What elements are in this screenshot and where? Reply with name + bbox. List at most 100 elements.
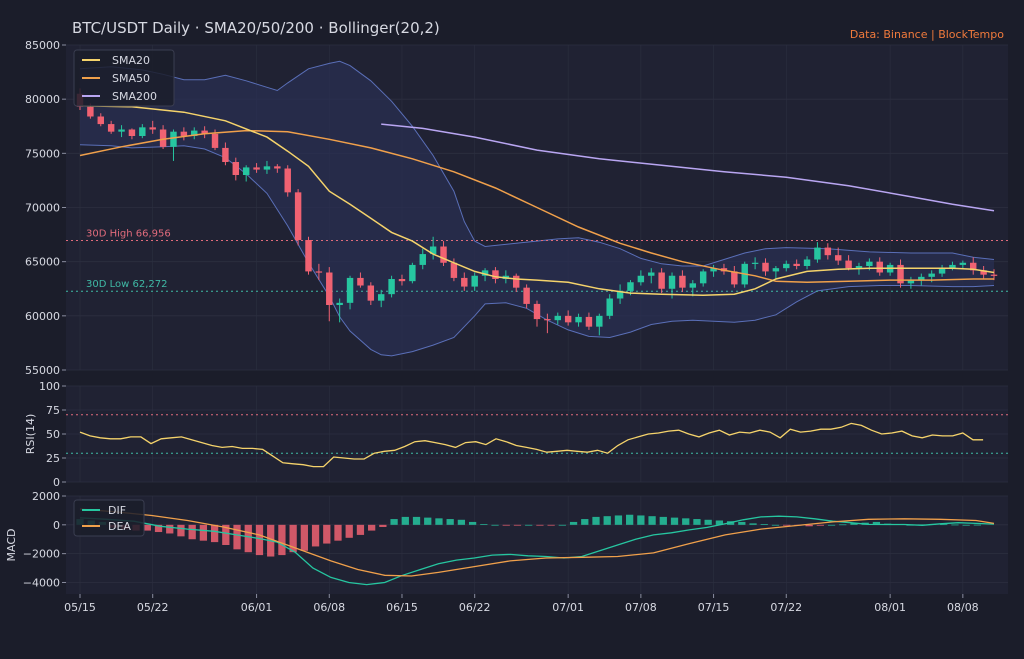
x-tick-label: 07/22 — [770, 601, 802, 614]
macd-hist-bar — [760, 524, 768, 525]
candle-body — [419, 254, 426, 265]
candle-body — [336, 302, 343, 305]
candle-body — [107, 124, 115, 132]
sma50-line — [79, 129, 994, 284]
macd-hist-bar — [581, 519, 589, 525]
candle-body — [253, 167, 260, 170]
macd-hist-bar — [334, 524, 342, 541]
macd-hist-bar — [233, 524, 241, 550]
candle-body — [149, 127, 156, 130]
macd-hist-bar — [446, 519, 454, 525]
candle-body — [222, 147, 229, 162]
candle-body — [658, 272, 665, 289]
candle-body — [731, 271, 738, 285]
x-tick-label: 06/15 — [386, 601, 418, 614]
candle-body — [398, 279, 406, 282]
candle-body — [980, 270, 987, 275]
candle-body — [97, 116, 104, 125]
candle-body — [274, 166, 281, 169]
macd-hist-bar — [278, 524, 286, 556]
macd-hist-bar — [648, 516, 656, 525]
macd-hist-bar — [154, 524, 163, 533]
candle-body — [596, 315, 603, 327]
macd-hist-bar — [603, 516, 611, 525]
macd-hist-bar — [951, 524, 959, 526]
candle-body — [990, 274, 998, 276]
macd-hist-bar — [973, 524, 982, 526]
candle-body — [357, 277, 364, 286]
macd-hist-bar — [670, 517, 679, 525]
macd-hist-bar — [222, 524, 230, 545]
macd-hist-bar — [738, 521, 746, 525]
candle-body — [949, 264, 956, 269]
candle-body — [772, 268, 780, 272]
candle-body — [377, 294, 385, 301]
price-tick-label: 85000 — [25, 39, 60, 52]
macd-hist-bar — [614, 515, 623, 525]
sma200-line — [381, 123, 995, 212]
macd-hist-bar — [962, 524, 970, 526]
macd-hist-bar — [468, 521, 477, 525]
macd-hist-bar — [166, 524, 174, 534]
candle-body — [305, 240, 312, 272]
x-tick-label: 05/15 — [64, 601, 96, 614]
candle-body — [294, 192, 302, 240]
candle-body — [409, 264, 416, 282]
macd-hist-bar — [940, 524, 948, 526]
candle-body — [627, 282, 634, 291]
macd-hist-bar — [525, 524, 533, 526]
price-tick-label: 65000 — [25, 256, 60, 269]
macd-hist-bar — [502, 524, 510, 526]
candle-body — [710, 268, 717, 272]
macd-hist-bar — [693, 519, 701, 525]
candle-body — [648, 272, 655, 276]
macd-hist-bar — [783, 524, 791, 526]
macd-hist-bar — [424, 517, 432, 525]
macd-hist-bar — [491, 524, 499, 526]
candle-body — [564, 315, 572, 323]
macd-hist-bar — [368, 524, 376, 531]
macd-hist-bar — [289, 524, 297, 553]
macd-dea-line — [79, 508, 995, 577]
x-tick-label: 07/15 — [698, 601, 730, 614]
candle-body — [544, 319, 551, 321]
candle-body — [554, 315, 561, 321]
candle-body — [346, 277, 354, 303]
macd-hist-bar — [659, 516, 667, 525]
candle-body — [814, 247, 821, 260]
macd-hist-bar — [715, 520, 724, 525]
rsi-tick-label: 50 — [46, 428, 60, 441]
price-legend: SMA20 SMA50 SMA200 — [73, 49, 175, 107]
macd-tick-label: −4000 — [23, 576, 60, 589]
candle-body — [866, 261, 873, 266]
macd-hist-bar — [682, 518, 690, 525]
macd-hist-bar — [356, 524, 365, 535]
candle-body — [533, 303, 541, 320]
candle-body — [232, 162, 240, 175]
candle-body — [388, 279, 395, 295]
price-tick-label: 55000 — [25, 364, 60, 377]
candle-body — [938, 268, 946, 274]
chart-title: BTC/USDT Daily · SMA20/50/200 · Bollinge… — [72, 19, 440, 37]
macd-hist-bar — [412, 516, 421, 525]
macd-hist-bar — [536, 524, 544, 526]
x-axis: 05/15 05/22 06/01 06/08 06/15 06/22 07/01 07/08… — [64, 594, 979, 614]
price-tick-label: 75000 — [25, 147, 60, 160]
macd-hist-bar — [480, 524, 488, 525]
candle-body — [679, 275, 686, 288]
macd-hist-bar — [637, 515, 645, 525]
macd-hist-bar — [872, 521, 881, 525]
macd-hist-bar — [827, 524, 836, 526]
candle-body — [606, 298, 613, 316]
macd-hist-bar — [311, 524, 320, 547]
candle-body — [845, 260, 852, 269]
candle-body — [440, 246, 447, 263]
price-tick-label: 60000 — [25, 310, 60, 323]
candle-body — [128, 129, 136, 136]
candle-body — [970, 262, 977, 271]
candle-body — [461, 277, 468, 287]
candle-body — [751, 262, 759, 264]
rsi-axis-label: RSI(14) — [24, 414, 37, 454]
30d-low-label: 30D Low 62,272 — [86, 279, 167, 290]
